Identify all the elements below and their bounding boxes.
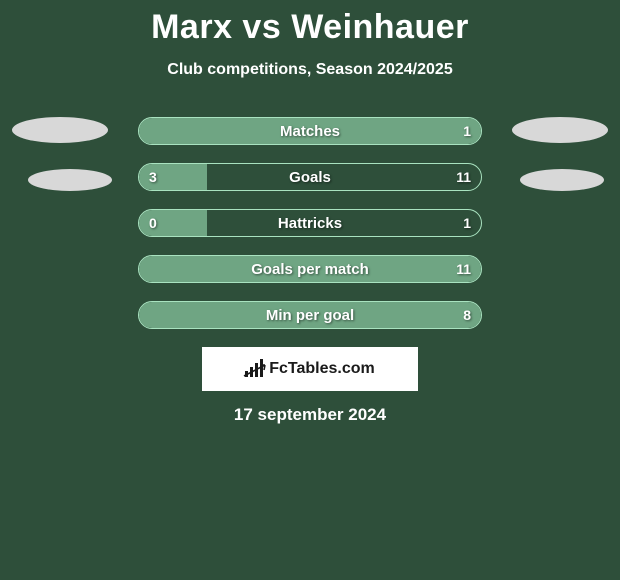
stat-row: Goals3 11 — [138, 163, 482, 191]
stat-row: Goals per match11 — [138, 255, 482, 283]
comparison-bars: Matches1Goals311Hattricks01Goals per mat… — [138, 117, 482, 329]
brand-inner: FcTables.com — [245, 359, 375, 379]
stat-row: Min per goal8 — [138, 301, 482, 329]
player-left-shadow-placeholder — [28, 169, 112, 191]
page-subtitle: Club competitions, Season 2024/2025 — [0, 61, 620, 79]
stat-value-right: 11 — [456, 164, 471, 190]
bar-chart-icon — [245, 359, 263, 379]
footer-date: 17 september 2024 — [0, 405, 620, 425]
stat-label: Goals per match — [139, 256, 481, 282]
player-left-avatar-placeholder — [12, 117, 108, 143]
stat-label: Goals — [139, 164, 481, 190]
stat-label: Matches — [139, 118, 481, 144]
stat-value-left: 3 — [149, 164, 157, 190]
main-container: Marx vs Weinhauer Club competitions, Sea… — [0, 0, 620, 425]
stat-label: Min per goal — [139, 302, 481, 328]
page-title: Marx vs Weinhauer — [0, 8, 620, 47]
brand-text: FcTables.com — [269, 360, 375, 378]
stat-value-right: 1 — [463, 118, 471, 144]
stat-value-right: 1 — [463, 210, 471, 236]
brand-box[interactable]: FcTables.com — [202, 347, 418, 391]
stats-area: Matches1Goals311Hattricks01Goals per mat… — [0, 117, 620, 329]
stat-value-right: 11 — [456, 256, 471, 282]
player-right-avatar-placeholder — [512, 117, 608, 143]
arrow-up-icon — [243, 363, 269, 377]
player-right-shadow-placeholder — [520, 169, 604, 191]
stat-row: Hattricks0 1 — [138, 209, 482, 237]
stat-value-left: 0 — [149, 210, 157, 236]
stat-value-right: 8 — [463, 302, 471, 328]
stat-label: Hattricks — [139, 210, 481, 236]
stat-row: Matches1 — [138, 117, 482, 145]
